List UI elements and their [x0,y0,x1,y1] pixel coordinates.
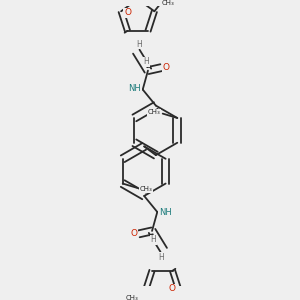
Text: NH: NH [128,84,141,93]
Text: O: O [130,229,137,238]
Text: H: H [144,57,149,66]
Text: H: H [136,40,142,49]
Text: O: O [163,63,170,72]
Text: CH₃: CH₃ [148,109,160,115]
Text: CH₃: CH₃ [161,0,174,6]
Text: NH: NH [159,208,172,217]
Text: CH₃: CH₃ [140,186,152,192]
Text: H: H [158,253,164,262]
Text: O: O [124,8,131,17]
Text: CH₃: CH₃ [126,296,139,300]
Text: O: O [169,284,176,293]
Text: H: H [151,235,156,244]
